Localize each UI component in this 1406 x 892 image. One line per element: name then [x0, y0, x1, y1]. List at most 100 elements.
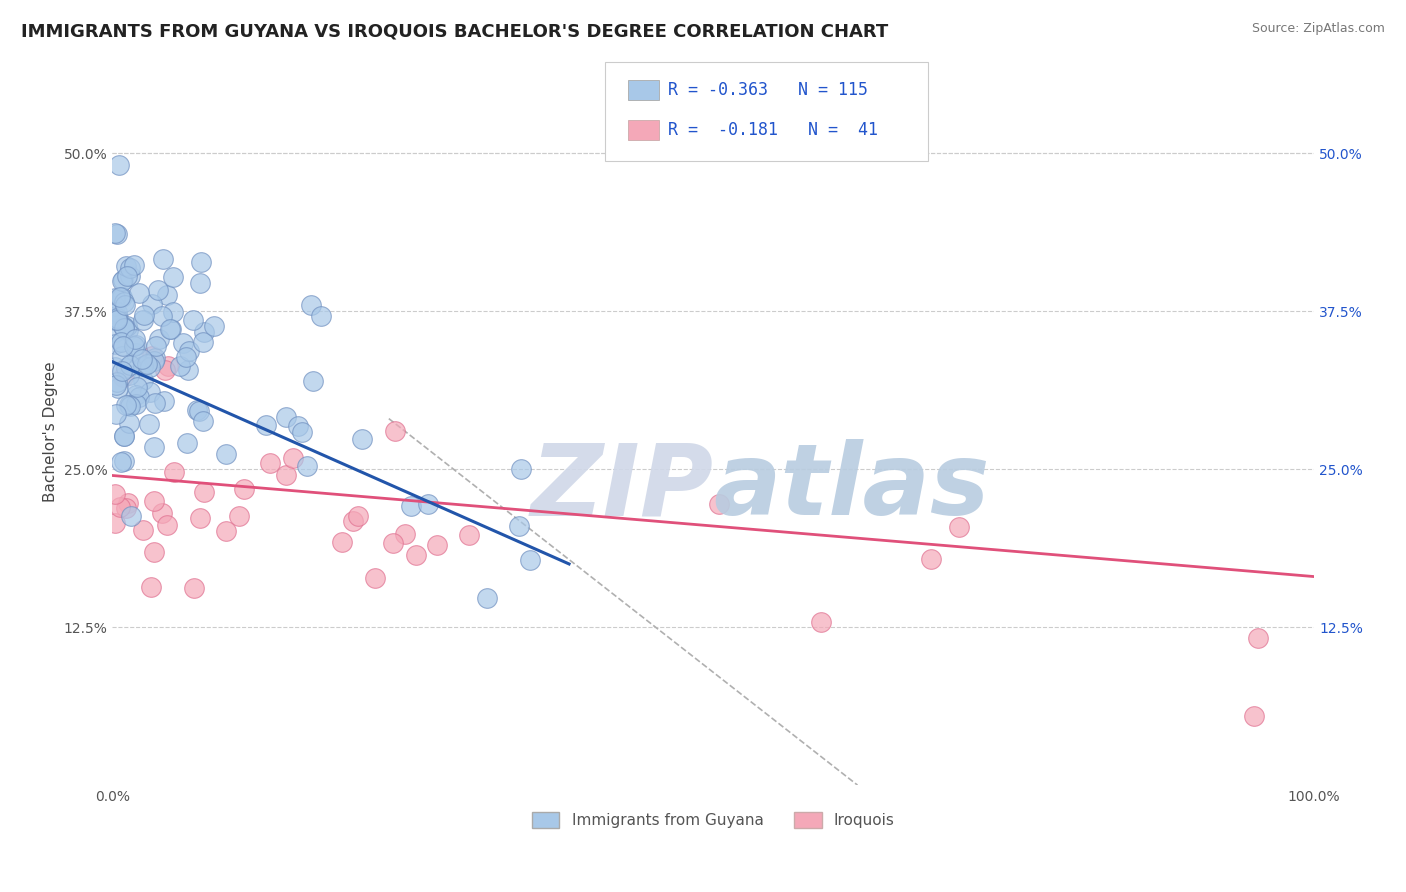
Point [162, 305, 184, 319]
Point [399, 499, 422, 513]
Point [104, 325, 127, 339]
Point [105, 376, 128, 390]
Point [124, 332, 146, 346]
Point [118, 398, 141, 412]
Point [104, 299, 127, 313]
Text: R =  -0.181   N =  41: R = -0.181 N = 41 [668, 121, 877, 139]
Point [112, 320, 135, 334]
Point [132, 359, 155, 373]
Point [112, 295, 135, 310]
Point [142, 545, 165, 559]
Point [112, 429, 135, 443]
Point [299, 298, 322, 312]
Point [118, 416, 141, 430]
Point [141, 297, 163, 311]
Point [141, 349, 163, 363]
Point [143, 351, 166, 366]
Point [186, 403, 208, 417]
Point [394, 527, 416, 541]
Point [188, 511, 211, 525]
Point [112, 453, 135, 467]
Point [117, 268, 139, 283]
Point [104, 313, 127, 327]
Point [125, 388, 148, 402]
Point [215, 524, 238, 538]
Point [128, 285, 150, 300]
Point [105, 305, 128, 319]
Point [176, 436, 198, 450]
Point [948, 520, 970, 534]
Point [364, 571, 387, 585]
Point [155, 363, 177, 377]
Point [458, 528, 481, 542]
Point [202, 319, 225, 334]
Point [105, 227, 128, 242]
Point [110, 349, 132, 363]
Point [114, 260, 136, 274]
Point [418, 496, 440, 510]
Point [156, 288, 179, 302]
Point [111, 318, 134, 333]
Point [110, 334, 132, 349]
Point [190, 255, 212, 269]
Point [104, 516, 127, 530]
Point [174, 350, 197, 364]
Point [104, 360, 127, 375]
Point [347, 509, 370, 524]
Point [120, 509, 142, 524]
Point [143, 353, 166, 368]
Point [125, 346, 148, 360]
Point [188, 404, 211, 418]
Point [254, 418, 277, 433]
Point [156, 359, 179, 373]
Point [110, 289, 132, 303]
Point [177, 363, 200, 377]
Point [118, 368, 141, 382]
Point [112, 321, 135, 335]
Point [150, 309, 173, 323]
Point [510, 462, 533, 476]
Text: Source: ZipAtlas.com: Source: ZipAtlas.com [1251, 22, 1385, 36]
Point [115, 319, 138, 334]
Point [138, 359, 160, 374]
Point [110, 455, 132, 469]
Point [118, 399, 141, 413]
Point [301, 375, 323, 389]
Point [104, 337, 127, 351]
Point [426, 538, 449, 552]
Point [330, 535, 353, 549]
Point [117, 323, 139, 337]
Point [112, 370, 135, 384]
Point [159, 321, 181, 335]
Point [193, 485, 215, 500]
Point [181, 313, 204, 327]
Point [108, 290, 131, 304]
Point [111, 364, 134, 378]
Point [163, 465, 186, 479]
Point [139, 384, 162, 399]
Point [139, 580, 162, 594]
Point [122, 339, 145, 353]
Point [132, 312, 155, 326]
Point [707, 497, 730, 511]
Point [122, 258, 145, 272]
Point [107, 381, 129, 395]
Point [125, 380, 148, 394]
Point [105, 313, 128, 327]
Point [120, 260, 142, 275]
Text: R = -0.363   N = 115: R = -0.363 N = 115 [668, 81, 868, 99]
Point [150, 507, 173, 521]
Point [183, 581, 205, 595]
Point [104, 226, 127, 240]
Point [191, 414, 214, 428]
Point [138, 417, 160, 432]
Point [114, 298, 136, 312]
Point [274, 467, 297, 482]
Point [352, 432, 374, 446]
Point [131, 351, 153, 366]
Point [143, 494, 166, 508]
Point [309, 309, 332, 323]
Point [132, 523, 155, 537]
Point [342, 514, 364, 528]
Point [384, 424, 406, 438]
